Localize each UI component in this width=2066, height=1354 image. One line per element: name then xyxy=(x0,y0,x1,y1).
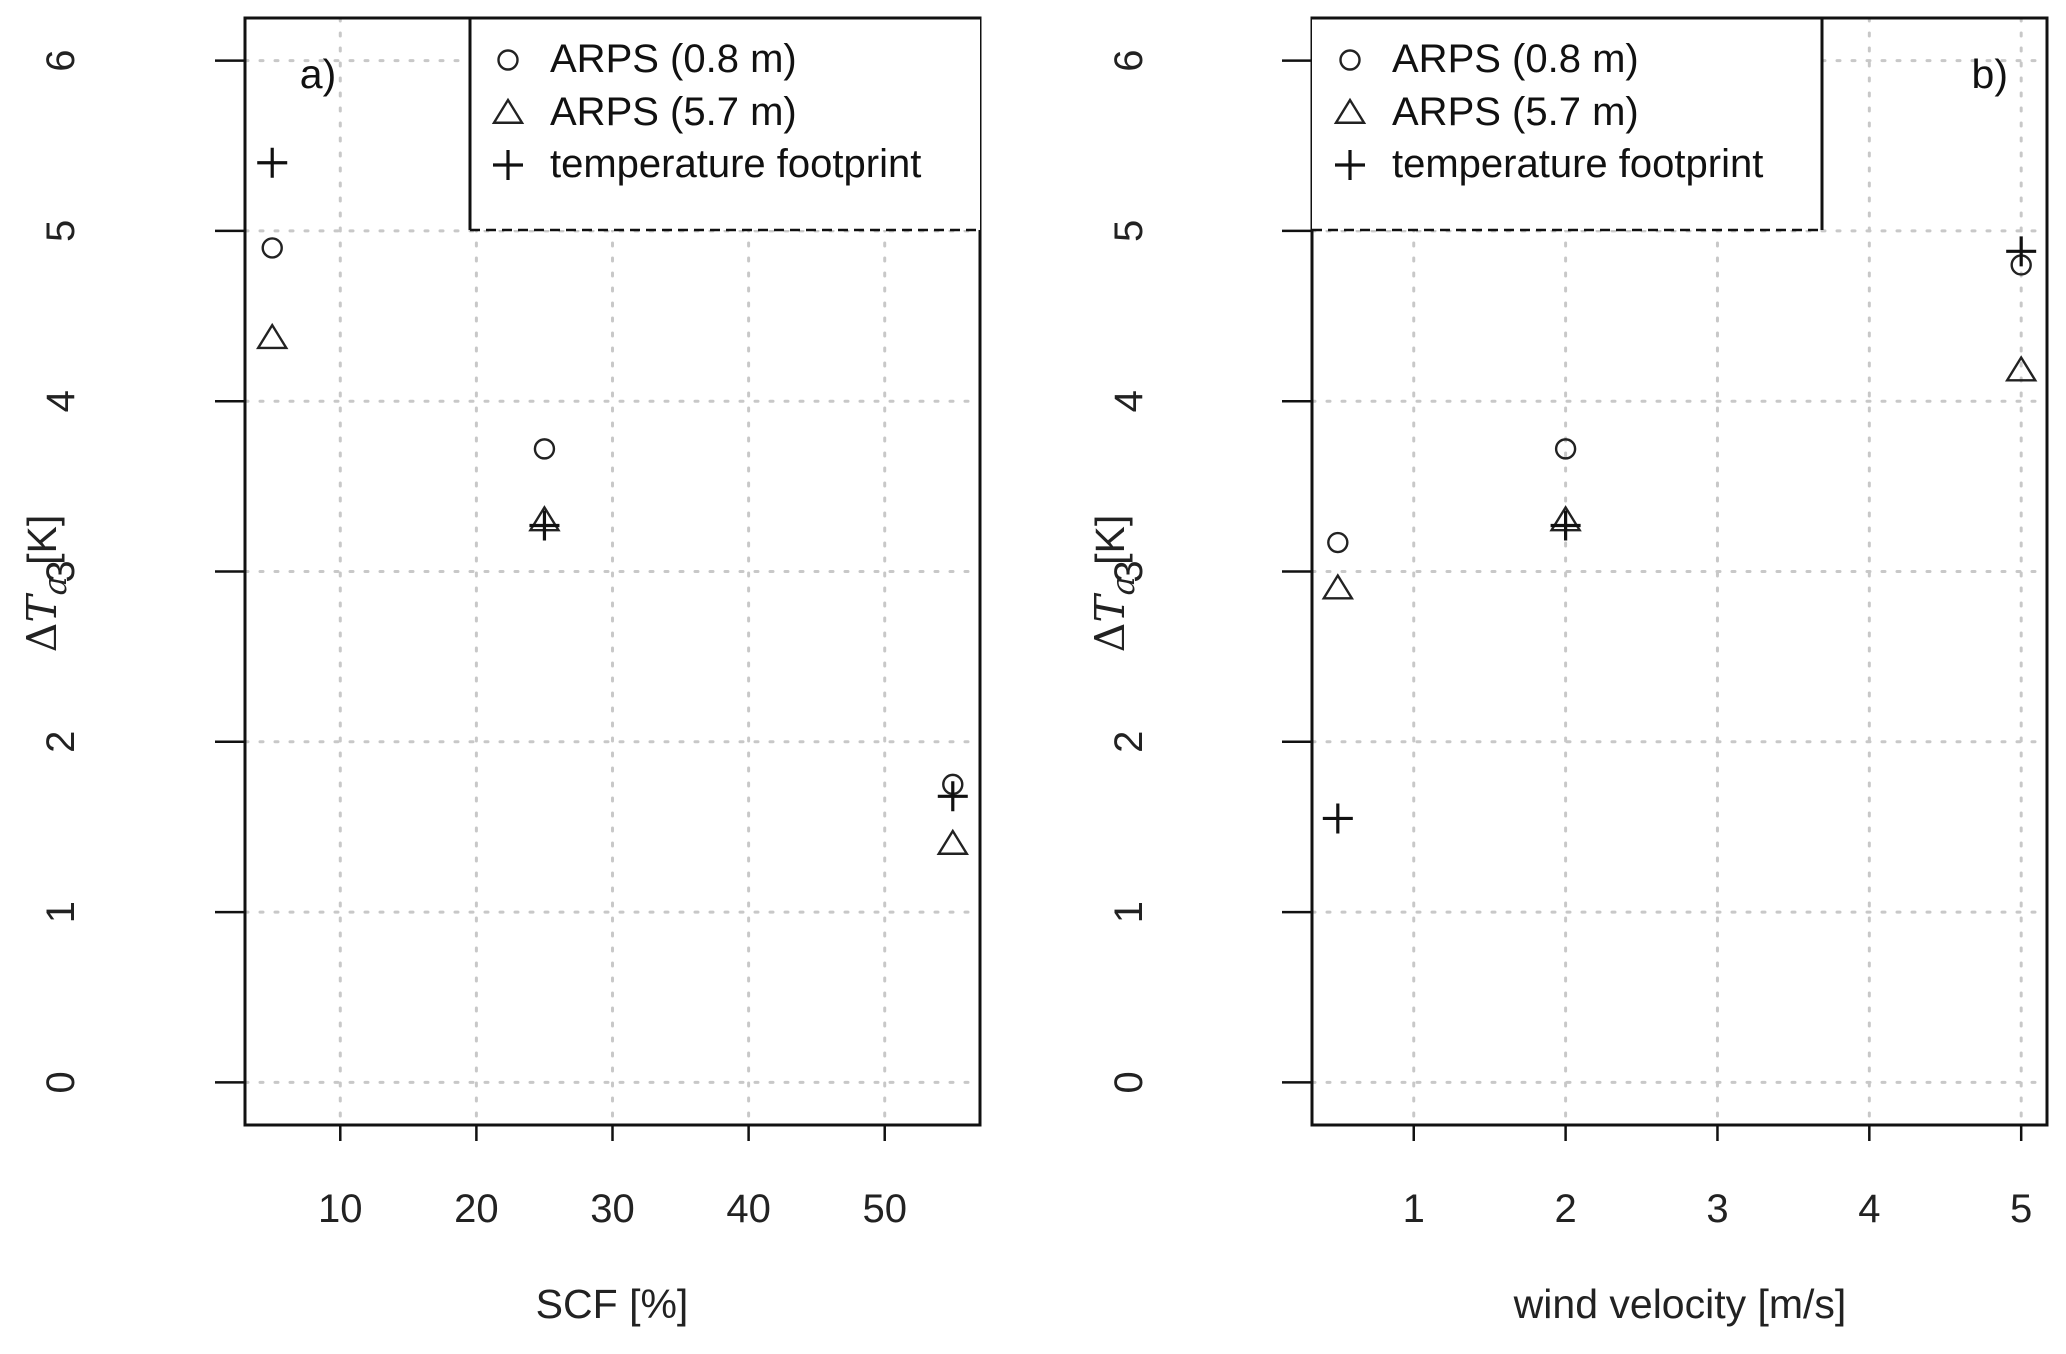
y-tick-label: 2 xyxy=(39,731,83,753)
data-point-circle xyxy=(1327,531,1349,554)
data-point-circle xyxy=(1554,438,1577,460)
legend-background xyxy=(470,18,980,230)
data-point-triangle xyxy=(2004,355,2038,382)
legend-marker-triangle xyxy=(1333,97,1367,124)
y-tick-label: 0 xyxy=(39,1071,83,1093)
data-point-plus xyxy=(1550,510,1581,541)
y-tick-label: 2 xyxy=(1107,731,1151,753)
y-axis-title-unit: [K] xyxy=(1087,515,1133,577)
y-axis-title-subscript: a xyxy=(36,576,74,595)
y-tick-label: 3 xyxy=(1107,560,1151,582)
y-tick-label: 5 xyxy=(39,220,83,242)
y-tick-label: 4 xyxy=(1107,390,1151,412)
legend-marker-plus xyxy=(1335,150,1365,180)
x-tick-label: 20 xyxy=(454,1187,499,1231)
data-point-triangle xyxy=(256,322,289,350)
data-point-circle xyxy=(533,438,556,460)
x-tick-label: 5 xyxy=(2010,1187,2032,1231)
y-tick-label: 6 xyxy=(39,49,83,71)
x-tick-label: 10 xyxy=(318,1187,363,1231)
legend-entry-label: temperature footprint xyxy=(550,142,921,186)
y-axis-title: ΔTa [K] xyxy=(18,515,74,653)
y-axis-title: ΔTa [K] xyxy=(1086,515,1142,653)
y-tick-label: 1 xyxy=(1107,901,1151,923)
legend-entry-label: ARPS (0.8 m) xyxy=(1392,37,1639,81)
legend-entry-label: ARPS (0.8 m) xyxy=(550,37,797,81)
y-axis-title-subscript: a xyxy=(1104,576,1142,595)
legend: ARPS (0.8 m) ARPS (5.7 m) temperature foot… xyxy=(1312,16,2047,232)
legend: ARPS (0.8 m) ARPS (5.7 m) temperature foot… xyxy=(245,16,980,232)
legend-marker-plus xyxy=(493,150,523,180)
data-point-plus xyxy=(257,147,288,178)
data-point-plus xyxy=(1322,803,1353,834)
x-tick-label: 40 xyxy=(726,1187,771,1231)
y-tick-label: 6 xyxy=(1107,49,1151,71)
x-tick-label: 50 xyxy=(862,1187,907,1231)
data-point-plus xyxy=(937,781,968,812)
data-point-plus xyxy=(529,510,560,541)
x-tick-label: 2 xyxy=(1554,1187,1576,1231)
legend-marker-circle xyxy=(497,49,519,71)
data-point-plus xyxy=(2006,236,2037,267)
y-tick-label: 5 xyxy=(1107,220,1151,242)
y-axis-title-unit: [K] xyxy=(19,515,65,577)
y-tick-label: 0 xyxy=(1107,1071,1151,1093)
data-point-triangle xyxy=(936,828,969,855)
x-axis-title: wind velocity [m/s] xyxy=(1513,1281,1847,1327)
legend-entry-label: ARPS (5.7 m) xyxy=(1392,90,1639,134)
y-axis-title-symbol: T xyxy=(18,593,66,623)
y-axis-title-symbol: T xyxy=(1086,593,1134,623)
legend-entry-label: temperature footprint xyxy=(1392,142,1763,186)
y-tick-label: 4 xyxy=(39,390,83,412)
y-tick-label: 3 xyxy=(39,560,83,582)
legend-entry-label: ARPS (5.7 m) xyxy=(550,90,797,134)
data-point-circle xyxy=(261,237,283,259)
data-point-triangle xyxy=(1321,573,1355,600)
x-tick-label: 4 xyxy=(1858,1187,1880,1231)
x-tick-label: 1 xyxy=(1403,1187,1425,1231)
panel-b: 1 2 3 4 5 0 1 2 3 4 5 6 wind velocity [m/s] ΔTa [K] b)… xyxy=(1086,16,2049,1327)
y-tick-label: 1 xyxy=(39,901,83,923)
panel-label: b) xyxy=(1972,51,2008,97)
legend-marker-circle xyxy=(1339,49,1361,71)
y-axis-title-delta: Δ xyxy=(1086,623,1134,653)
y-axis-title-delta: Δ xyxy=(18,623,66,653)
legend-background xyxy=(1312,18,1822,230)
x-axis-title: SCF [%] xyxy=(536,1281,689,1327)
panel-label: a) xyxy=(300,51,336,97)
x-tick-label: 30 xyxy=(590,1187,635,1231)
x-tick-label: 3 xyxy=(1706,1187,1728,1231)
legend-marker-triangle xyxy=(491,97,525,124)
